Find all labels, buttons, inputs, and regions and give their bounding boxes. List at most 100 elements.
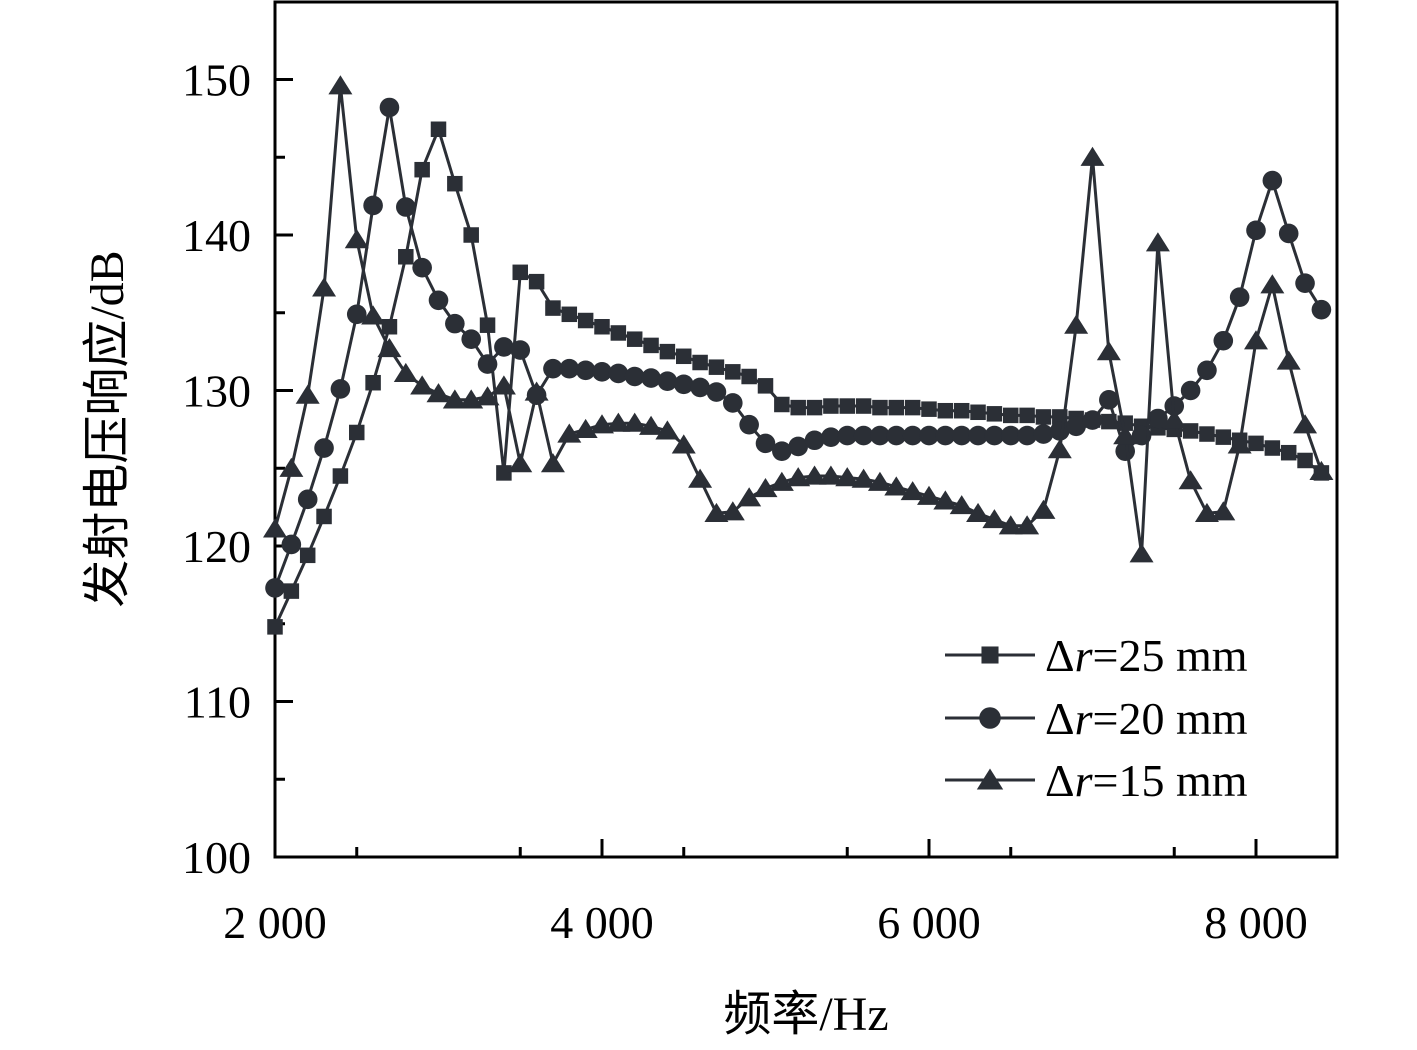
data-point bbox=[1244, 330, 1268, 350]
data-point bbox=[1246, 220, 1266, 241]
data-point bbox=[1033, 424, 1054, 444]
data-point bbox=[1211, 501, 1236, 521]
data-point bbox=[1082, 410, 1103, 430]
data-point bbox=[739, 414, 759, 435]
data-point bbox=[346, 304, 367, 325]
data-point bbox=[1064, 314, 1089, 334]
data-point bbox=[725, 364, 741, 380]
x-tick-label: 4 000 bbox=[550, 897, 654, 948]
data-point bbox=[823, 398, 839, 414]
legend-item: Δr=25 mm bbox=[945, 630, 1248, 681]
data-point bbox=[297, 489, 318, 510]
data-point bbox=[1199, 426, 1215, 442]
data-point bbox=[626, 331, 643, 347]
data-point bbox=[1309, 460, 1334, 480]
data-point bbox=[543, 358, 563, 379]
data-point bbox=[426, 383, 451, 403]
data-point bbox=[806, 399, 823, 416]
data-point bbox=[982, 509, 1007, 529]
data-point bbox=[1003, 407, 1019, 424]
data-point bbox=[902, 425, 923, 446]
data-point bbox=[788, 436, 808, 457]
x-axis: 2 000 4 000 6 000 8 000 bbox=[223, 839, 1308, 948]
data-point bbox=[410, 375, 435, 395]
x-axis-title: 频率/Hz bbox=[723, 988, 888, 1041]
data-point bbox=[312, 277, 337, 297]
data-point bbox=[428, 290, 449, 311]
y-tick-label: 120 bbox=[182, 521, 251, 572]
data-point bbox=[818, 465, 843, 485]
data-point bbox=[935, 425, 956, 446]
data-point bbox=[1162, 409, 1187, 429]
data-point bbox=[528, 273, 545, 290]
data-point bbox=[837, 425, 858, 446]
data-point bbox=[951, 425, 972, 446]
data-point bbox=[592, 362, 612, 382]
data-point bbox=[622, 412, 647, 432]
data-point bbox=[414, 161, 430, 178]
data-point bbox=[970, 404, 986, 421]
data-point bbox=[398, 249, 414, 265]
data-point bbox=[610, 325, 627, 341]
data-point bbox=[870, 425, 890, 446]
data-point bbox=[1295, 273, 1315, 294]
data-point bbox=[968, 425, 988, 446]
data-point bbox=[479, 317, 496, 333]
legend-item: Δr=20 mm bbox=[945, 693, 1248, 744]
data-point bbox=[559, 358, 580, 379]
data-point bbox=[477, 354, 498, 374]
legend-marker bbox=[981, 646, 999, 664]
plot-frame bbox=[273, 0, 1339, 859]
data-point bbox=[835, 467, 860, 487]
data-point bbox=[512, 264, 528, 281]
data-point bbox=[786, 467, 811, 487]
data-point bbox=[1264, 440, 1281, 456]
data-point bbox=[884, 476, 909, 496]
data-point bbox=[984, 425, 1005, 446]
data-point bbox=[265, 578, 285, 598]
data-point bbox=[753, 477, 778, 498]
x-tick-label: 2 000 bbox=[223, 897, 327, 948]
data-point bbox=[966, 502, 991, 522]
data-point bbox=[377, 338, 402, 358]
data-point bbox=[445, 313, 465, 334]
data-point bbox=[639, 415, 664, 435]
data-point bbox=[657, 371, 678, 391]
data-point bbox=[396, 197, 416, 217]
data-point bbox=[577, 312, 594, 329]
y-tick-label: 130 bbox=[182, 366, 251, 417]
data-point bbox=[590, 414, 614, 434]
data-point bbox=[496, 465, 512, 481]
data-point bbox=[690, 377, 710, 398]
data-point bbox=[673, 374, 694, 395]
data-point bbox=[919, 425, 939, 446]
data-point bbox=[344, 229, 369, 249]
data-point bbox=[1115, 441, 1135, 461]
x-tick-label: 8 000 bbox=[1204, 897, 1308, 948]
data-point bbox=[316, 508, 332, 525]
data-point bbox=[328, 75, 353, 95]
data-point bbox=[1099, 390, 1119, 410]
x-tick-label: 6 000 bbox=[877, 897, 981, 948]
data-point bbox=[365, 374, 381, 391]
y-tick-label: 150 bbox=[182, 55, 251, 106]
data-point bbox=[949, 495, 974, 515]
data-point bbox=[643, 337, 659, 354]
data-point bbox=[676, 348, 692, 365]
data-point bbox=[1035, 409, 1052, 425]
data-point bbox=[461, 329, 482, 349]
data-point bbox=[704, 502, 729, 522]
legend-item: Δr=15 mm bbox=[945, 755, 1248, 806]
y-tick-label: 100 bbox=[182, 832, 251, 883]
data-point bbox=[363, 195, 383, 216]
data-point bbox=[741, 368, 757, 385]
series-triangle bbox=[263, 75, 1334, 563]
data-point bbox=[608, 363, 629, 384]
data-point bbox=[295, 384, 320, 404]
data-point bbox=[706, 382, 727, 402]
data-point bbox=[655, 420, 680, 440]
data-point bbox=[821, 427, 841, 447]
data-point bbox=[263, 518, 287, 538]
data-point bbox=[279, 457, 304, 477]
